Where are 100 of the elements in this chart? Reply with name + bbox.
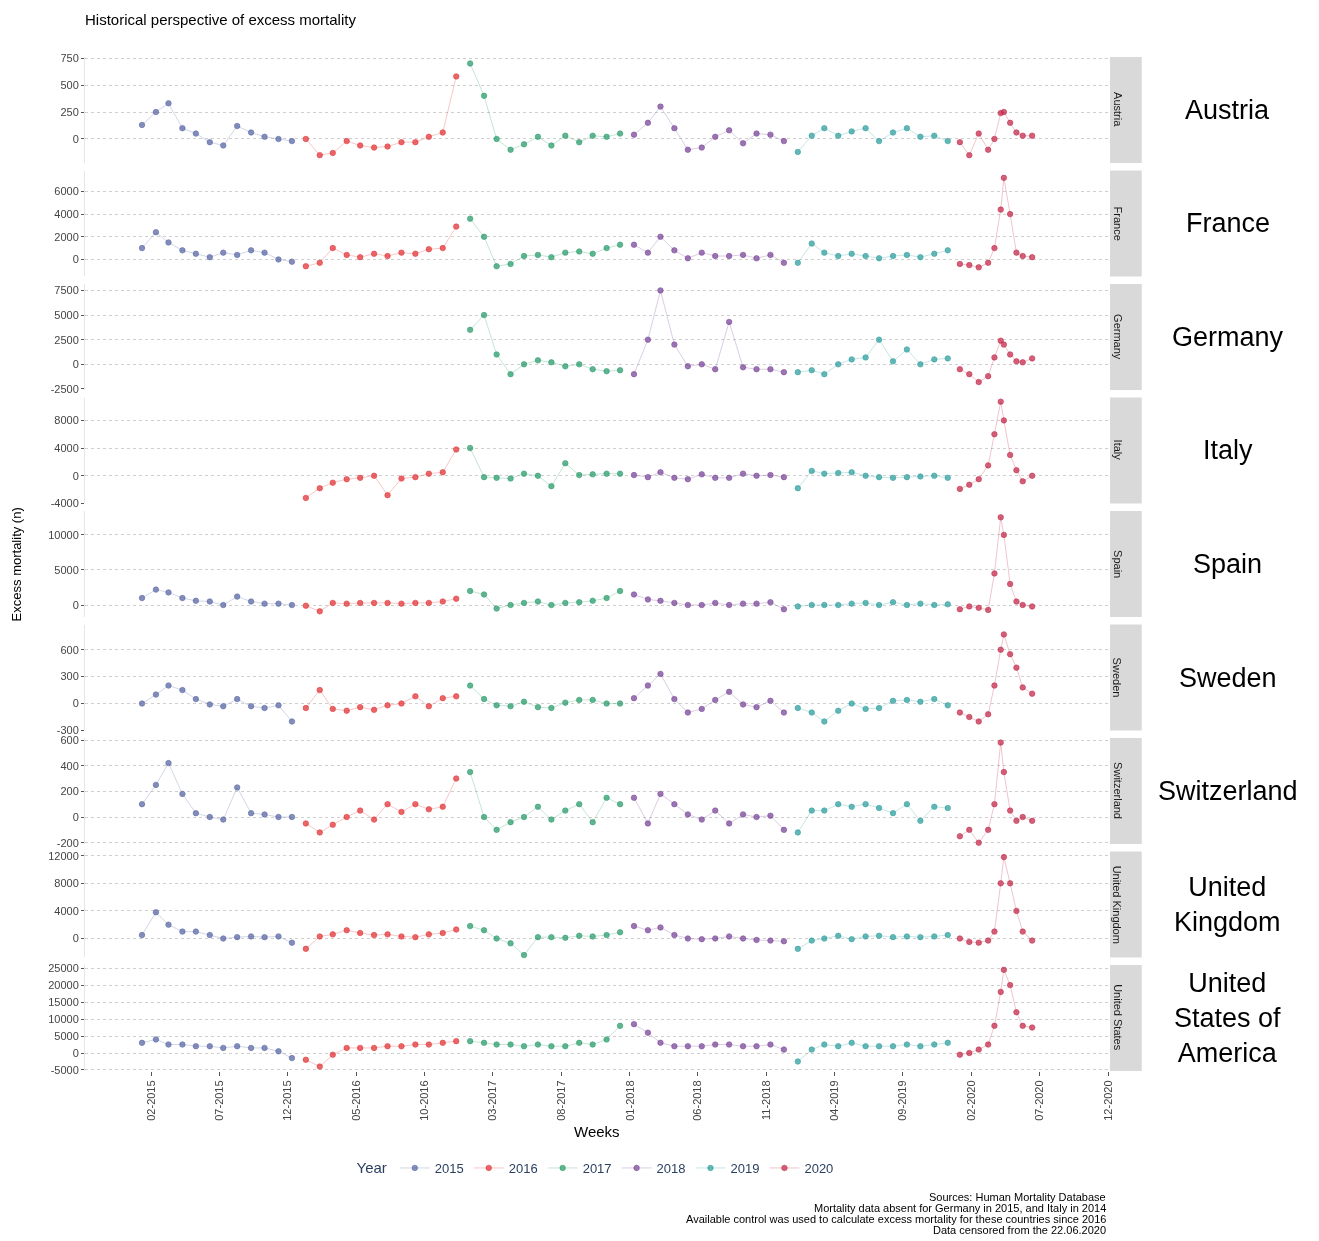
point [562, 934, 569, 941]
point [1029, 817, 1036, 824]
point [192, 1043, 199, 1050]
point [889, 1043, 897, 1050]
point [931, 132, 938, 139]
point [808, 132, 815, 139]
point [343, 138, 350, 145]
point [985, 259, 992, 266]
point [630, 131, 638, 138]
point [1029, 132, 1036, 139]
point [234, 593, 241, 600]
point [467, 60, 474, 67]
point [740, 935, 747, 942]
point [657, 103, 664, 110]
text: Germany [1172, 322, 1284, 352]
point [1029, 937, 1036, 944]
y-tick-label: 2000 [54, 230, 79, 243]
point [1029, 472, 1036, 479]
point [740, 600, 747, 607]
point [412, 934, 419, 941]
point [384, 702, 391, 709]
point [371, 1044, 378, 1051]
point [835, 469, 842, 477]
point [944, 1039, 951, 1046]
point [179, 790, 186, 797]
point [903, 251, 910, 258]
point [671, 247, 678, 254]
point [589, 933, 596, 940]
point [248, 810, 255, 817]
point [179, 1041, 186, 1048]
point [425, 246, 432, 253]
point [753, 936, 760, 943]
point [644, 682, 651, 689]
point [425, 931, 432, 938]
point [562, 132, 569, 139]
text: Sweden [1179, 663, 1277, 693]
point [439, 1039, 446, 1046]
y-tick-label: 0 [72, 697, 79, 710]
point [316, 608, 323, 615]
text: Spain [1111, 550, 1124, 579]
point [206, 813, 213, 821]
point [275, 813, 282, 821]
point [794, 603, 801, 610]
point [671, 599, 678, 606]
text: Germany [1111, 314, 1124, 360]
point [493, 702, 500, 709]
point [534, 133, 541, 140]
point [835, 707, 842, 714]
point [956, 485, 963, 492]
point [991, 928, 998, 935]
point [398, 139, 405, 146]
point [1007, 880, 1014, 887]
point [343, 707, 350, 714]
text: Available control was used to calculate excess mortality for these countries since 2016 [686, 1213, 1107, 1225]
point [398, 600, 405, 607]
point [589, 597, 596, 604]
y-tick-label: 12000 [48, 849, 79, 862]
point [562, 599, 569, 606]
y-tick-label: 15000 [48, 995, 79, 1008]
point [966, 1049, 973, 1057]
point [671, 125, 678, 132]
point [740, 1043, 747, 1050]
point [548, 142, 555, 149]
point [997, 646, 1004, 653]
point [493, 935, 500, 942]
point [671, 341, 678, 348]
point [234, 934, 241, 941]
point [576, 1039, 583, 1046]
point [1007, 982, 1014, 989]
point [507, 940, 514, 947]
y-tick-label: 0 [72, 253, 79, 266]
point [371, 599, 378, 606]
point [991, 570, 998, 577]
point [903, 933, 910, 940]
y-tick-label: 300 [60, 670, 79, 683]
point [657, 597, 664, 604]
y-tick-label: 7500 [54, 284, 79, 297]
point [138, 801, 146, 808]
point [357, 474, 364, 481]
text: Italy [1203, 435, 1254, 465]
point [357, 704, 364, 711]
y-tick-label: 6000 [54, 185, 79, 198]
point [343, 600, 350, 607]
point [917, 817, 924, 824]
point [520, 952, 528, 959]
point [848, 469, 855, 476]
point [425, 806, 432, 813]
point [467, 769, 474, 776]
point [876, 138, 883, 145]
point [439, 469, 446, 476]
point [589, 819, 596, 826]
point [997, 398, 1004, 405]
point [698, 1043, 705, 1050]
point [603, 470, 610, 477]
y-tick-label: 0 [72, 598, 79, 611]
point [371, 250, 378, 257]
point [985, 146, 992, 153]
point [357, 599, 364, 606]
y-tick-label: 0 [72, 810, 79, 823]
point [371, 816, 378, 823]
